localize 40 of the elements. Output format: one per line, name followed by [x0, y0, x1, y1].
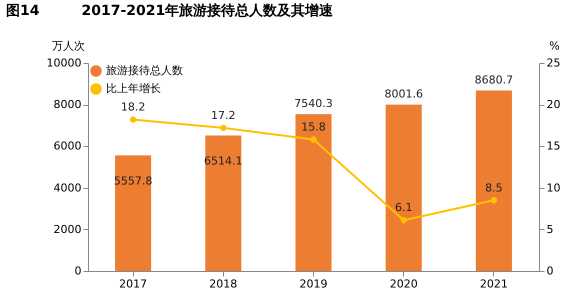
data-label: 8.5 [485, 181, 503, 194]
y-tick-label: 4000 [54, 181, 82, 194]
bar [115, 155, 152, 271]
x-tick-label: 2017 [119, 278, 148, 290]
point [400, 217, 407, 224]
y-tick-label: 8000 [54, 98, 82, 112]
point [130, 116, 136, 123]
data-label: 15.8 [301, 120, 326, 134]
point [310, 136, 317, 143]
y-tick-label: 10000 [46, 56, 82, 70]
y2-axis-title: % [549, 40, 560, 52]
bar [476, 90, 512, 271]
bar [205, 136, 242, 271]
x-tick-label: 2018 [209, 278, 238, 290]
x-tick-label: 2021 [480, 278, 508, 290]
bar [295, 114, 332, 271]
y2-tick-label: 0 [546, 264, 554, 278]
y2-tick-label: 5 [546, 222, 554, 236]
data-label: 8001.6 [384, 88, 423, 101]
chart-title: 图14 2017-2021年旅游接待总人数及其增速 [6, 2, 334, 19]
data-label: 8680.7 [474, 73, 514, 86]
point [220, 124, 226, 132]
data-label: 17.2 [211, 108, 236, 122]
data-label: 6.1 [394, 201, 412, 214]
y2-tick-label: 10 [546, 181, 560, 194]
legend-label: 旅游接待总人数 [106, 64, 183, 77]
bar [386, 104, 422, 271]
y-tick-label: 0 [74, 264, 82, 278]
y2-tick-label: 20 [546, 98, 560, 112]
y2-tick-label: 15 [546, 140, 560, 153]
y-tick-label: 2000 [54, 222, 82, 236]
x-tick-label: 2019 [300, 278, 328, 290]
data-label: 18.2 [120, 100, 146, 114]
data-label: 7540.3 [294, 97, 333, 110]
x-tick-label: 2020 [390, 278, 418, 290]
y-axis-title: 万人次 [52, 40, 85, 52]
y2-tick-label: 25 [546, 56, 560, 70]
y-tick-label: 6000 [54, 140, 82, 153]
point [490, 197, 498, 204]
legend-label: 比上年增长 [106, 82, 161, 95]
